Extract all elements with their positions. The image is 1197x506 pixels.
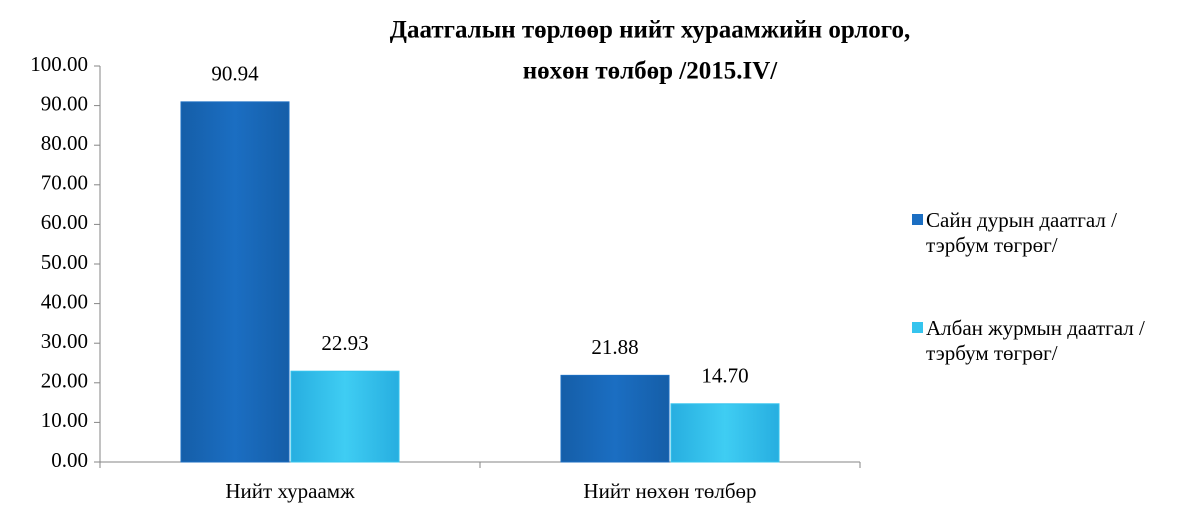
legend-swatch: [912, 322, 923, 333]
legend-item: Сайн дурын даатгал /тэрбум төгрөг/: [912, 208, 1197, 258]
data-label: 21.88: [591, 335, 638, 359]
y-tick-label: 50.00: [41, 250, 88, 274]
y-tick-label: 40.00: [41, 289, 88, 313]
y-tick-label: 90.00: [41, 91, 88, 115]
y-tick-label: 0.00: [51, 448, 88, 472]
x-tick-label: Нийт хураамж: [225, 479, 355, 503]
y-tick-label: 30.00: [41, 329, 88, 353]
y-tick-label: 10.00: [41, 408, 88, 432]
legend-item: Албан журмын даатгал /тэрбум төгрөг/: [912, 316, 1197, 366]
legend-label: Сайн дурын даатгал /тэрбум төгрөг/: [926, 208, 1117, 257]
legend-label: Албан журмын даатгал /тэрбум төгрөг/: [926, 316, 1145, 365]
legend-swatch: [912, 214, 923, 225]
bar: [560, 374, 670, 463]
y-tick-label: 80.00: [41, 131, 88, 155]
y-tick-label: 20.00: [41, 369, 88, 393]
data-label: 22.93: [321, 331, 368, 355]
chart-title: нөхөн төлбөр /2015.IV/: [523, 58, 778, 85]
y-tick-label: 100.00: [30, 52, 88, 76]
bar: [180, 101, 290, 463]
chart-title: Даатгалын төрлөөр нийт хураамжийн орлого…: [390, 17, 910, 44]
y-tick-label: 60.00: [41, 210, 88, 234]
x-tick-label: Нийт нөхөн төлбөр: [583, 479, 756, 503]
bar: [670, 403, 780, 463]
y-tick-label: 70.00: [41, 171, 88, 195]
data-label: 14.70: [701, 364, 748, 388]
data-label: 90.94: [211, 62, 259, 86]
bar: [290, 370, 400, 463]
